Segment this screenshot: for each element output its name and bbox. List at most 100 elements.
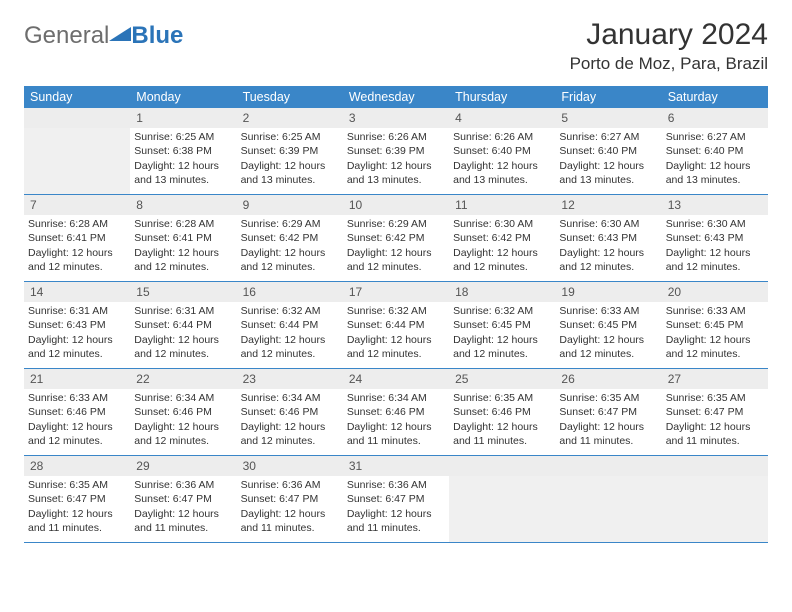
day-body: Sunrise: 6:30 AMSunset: 6:42 PMDaylight:… bbox=[449, 215, 555, 278]
day-body: Sunrise: 6:33 AMSunset: 6:45 PMDaylight:… bbox=[555, 302, 661, 365]
daylight-text: Daylight: 12 hours and 11 minutes. bbox=[453, 420, 551, 448]
day-number: 27 bbox=[662, 369, 768, 389]
sunrise-text: Sunrise: 6:30 AM bbox=[559, 217, 657, 231]
sunset-text: Sunset: 6:45 PM bbox=[666, 318, 764, 332]
daylight-text: Daylight: 12 hours and 13 minutes. bbox=[241, 159, 339, 187]
sunrise-text: Sunrise: 6:26 AM bbox=[347, 130, 445, 144]
day-cell: 8Sunrise: 6:28 AMSunset: 6:41 PMDaylight… bbox=[130, 195, 236, 281]
sunset-text: Sunset: 6:39 PM bbox=[241, 144, 339, 158]
day-cell: 19Sunrise: 6:33 AMSunset: 6:45 PMDayligh… bbox=[555, 282, 661, 368]
daylight-text: Daylight: 12 hours and 12 minutes. bbox=[347, 246, 445, 274]
day-cell: 4Sunrise: 6:26 AMSunset: 6:40 PMDaylight… bbox=[449, 108, 555, 194]
sunrise-text: Sunrise: 6:34 AM bbox=[134, 391, 232, 405]
weeks-container: 1Sunrise: 6:25 AMSunset: 6:38 PMDaylight… bbox=[24, 108, 768, 543]
week-row: 1Sunrise: 6:25 AMSunset: 6:38 PMDaylight… bbox=[24, 108, 768, 195]
sunrise-text: Sunrise: 6:35 AM bbox=[666, 391, 764, 405]
sunrise-text: Sunrise: 6:32 AM bbox=[347, 304, 445, 318]
sunrise-text: Sunrise: 6:32 AM bbox=[241, 304, 339, 318]
month-title: January 2024 bbox=[570, 18, 768, 52]
logo-text-part1: General bbox=[24, 22, 109, 50]
day-body: Sunrise: 6:35 AMSunset: 6:47 PMDaylight:… bbox=[662, 389, 768, 452]
sunset-text: Sunset: 6:47 PM bbox=[241, 492, 339, 506]
day-cell: 30Sunrise: 6:36 AMSunset: 6:47 PMDayligh… bbox=[237, 456, 343, 542]
day-body: Sunrise: 6:26 AMSunset: 6:40 PMDaylight:… bbox=[449, 128, 555, 191]
day-cell: 23Sunrise: 6:34 AMSunset: 6:46 PMDayligh… bbox=[237, 369, 343, 455]
day-cell: 10Sunrise: 6:29 AMSunset: 6:42 PMDayligh… bbox=[343, 195, 449, 281]
day-cell bbox=[24, 108, 130, 194]
day-body: Sunrise: 6:25 AMSunset: 6:39 PMDaylight:… bbox=[237, 128, 343, 191]
daylight-text: Daylight: 12 hours and 11 minutes. bbox=[559, 420, 657, 448]
day-body: Sunrise: 6:34 AMSunset: 6:46 PMDaylight:… bbox=[130, 389, 236, 452]
sunset-text: Sunset: 6:44 PM bbox=[241, 318, 339, 332]
day-cell: 22Sunrise: 6:34 AMSunset: 6:46 PMDayligh… bbox=[130, 369, 236, 455]
day-cell: 17Sunrise: 6:32 AMSunset: 6:44 PMDayligh… bbox=[343, 282, 449, 368]
daylight-text: Daylight: 12 hours and 11 minutes. bbox=[347, 420, 445, 448]
day-cell: 7Sunrise: 6:28 AMSunset: 6:41 PMDaylight… bbox=[24, 195, 130, 281]
daylight-text: Daylight: 12 hours and 13 minutes. bbox=[347, 159, 445, 187]
sunrise-text: Sunrise: 6:25 AM bbox=[241, 130, 339, 144]
sunrise-text: Sunrise: 6:35 AM bbox=[453, 391, 551, 405]
day-cell: 20Sunrise: 6:33 AMSunset: 6:45 PMDayligh… bbox=[662, 282, 768, 368]
day-number: 16 bbox=[237, 282, 343, 302]
weekday-header: Sunday bbox=[24, 86, 130, 108]
day-cell: 24Sunrise: 6:34 AMSunset: 6:46 PMDayligh… bbox=[343, 369, 449, 455]
sunrise-text: Sunrise: 6:34 AM bbox=[241, 391, 339, 405]
sunset-text: Sunset: 6:43 PM bbox=[666, 231, 764, 245]
day-number: 31 bbox=[343, 456, 449, 476]
day-number: 1 bbox=[130, 108, 236, 128]
day-body: Sunrise: 6:33 AMSunset: 6:46 PMDaylight:… bbox=[24, 389, 130, 452]
day-number: 12 bbox=[555, 195, 661, 215]
sunrise-text: Sunrise: 6:28 AM bbox=[134, 217, 232, 231]
weekday-header: Wednesday bbox=[343, 86, 449, 108]
day-cell: 31Sunrise: 6:36 AMSunset: 6:47 PMDayligh… bbox=[343, 456, 449, 542]
week-row: 7Sunrise: 6:28 AMSunset: 6:41 PMDaylight… bbox=[24, 195, 768, 282]
daylight-text: Daylight: 12 hours and 12 minutes. bbox=[28, 333, 126, 361]
day-body: Sunrise: 6:33 AMSunset: 6:45 PMDaylight:… bbox=[662, 302, 768, 365]
day-body: Sunrise: 6:34 AMSunset: 6:46 PMDaylight:… bbox=[343, 389, 449, 452]
sunset-text: Sunset: 6:42 PM bbox=[241, 231, 339, 245]
sunrise-text: Sunrise: 6:27 AM bbox=[559, 130, 657, 144]
day-number-empty bbox=[555, 456, 661, 476]
sunrise-text: Sunrise: 6:33 AM bbox=[28, 391, 126, 405]
sunset-text: Sunset: 6:41 PM bbox=[134, 231, 232, 245]
day-body: Sunrise: 6:29 AMSunset: 6:42 PMDaylight:… bbox=[343, 215, 449, 278]
day-number: 7 bbox=[24, 195, 130, 215]
day-number: 18 bbox=[449, 282, 555, 302]
day-number: 26 bbox=[555, 369, 661, 389]
logo: General Blue bbox=[24, 22, 183, 50]
day-body: Sunrise: 6:28 AMSunset: 6:41 PMDaylight:… bbox=[24, 215, 130, 278]
sunrise-text: Sunrise: 6:34 AM bbox=[347, 391, 445, 405]
daylight-text: Daylight: 12 hours and 11 minutes. bbox=[134, 507, 232, 535]
sunset-text: Sunset: 6:41 PM bbox=[28, 231, 126, 245]
sunset-text: Sunset: 6:42 PM bbox=[453, 231, 551, 245]
day-cell: 29Sunrise: 6:36 AMSunset: 6:47 PMDayligh… bbox=[130, 456, 236, 542]
day-number: 8 bbox=[130, 195, 236, 215]
sunrise-text: Sunrise: 6:36 AM bbox=[134, 478, 232, 492]
sunset-text: Sunset: 6:46 PM bbox=[241, 405, 339, 419]
day-body: Sunrise: 6:29 AMSunset: 6:42 PMDaylight:… bbox=[237, 215, 343, 278]
sunset-text: Sunset: 6:45 PM bbox=[453, 318, 551, 332]
daylight-text: Daylight: 12 hours and 13 minutes. bbox=[559, 159, 657, 187]
day-cell: 15Sunrise: 6:31 AMSunset: 6:44 PMDayligh… bbox=[130, 282, 236, 368]
sunrise-text: Sunrise: 6:32 AM bbox=[453, 304, 551, 318]
sunrise-text: Sunrise: 6:29 AM bbox=[241, 217, 339, 231]
sunset-text: Sunset: 6:40 PM bbox=[666, 144, 764, 158]
sunset-text: Sunset: 6:47 PM bbox=[347, 492, 445, 506]
week-row: 28Sunrise: 6:35 AMSunset: 6:47 PMDayligh… bbox=[24, 456, 768, 543]
day-number: 4 bbox=[449, 108, 555, 128]
day-body: Sunrise: 6:28 AMSunset: 6:41 PMDaylight:… bbox=[130, 215, 236, 278]
daylight-text: Daylight: 12 hours and 12 minutes. bbox=[666, 333, 764, 361]
day-number: 2 bbox=[237, 108, 343, 128]
day-cell: 11Sunrise: 6:30 AMSunset: 6:42 PMDayligh… bbox=[449, 195, 555, 281]
sunset-text: Sunset: 6:40 PM bbox=[453, 144, 551, 158]
day-body: Sunrise: 6:31 AMSunset: 6:44 PMDaylight:… bbox=[130, 302, 236, 365]
day-number: 9 bbox=[237, 195, 343, 215]
weekday-header: Friday bbox=[555, 86, 661, 108]
daylight-text: Daylight: 12 hours and 11 minutes. bbox=[241, 507, 339, 535]
title-block: January 2024 Porto de Moz, Para, Brazil bbox=[570, 18, 768, 78]
day-body: Sunrise: 6:31 AMSunset: 6:43 PMDaylight:… bbox=[24, 302, 130, 365]
sunset-text: Sunset: 6:46 PM bbox=[347, 405, 445, 419]
day-cell: 16Sunrise: 6:32 AMSunset: 6:44 PMDayligh… bbox=[237, 282, 343, 368]
sunset-text: Sunset: 6:44 PM bbox=[134, 318, 232, 332]
day-number: 20 bbox=[662, 282, 768, 302]
